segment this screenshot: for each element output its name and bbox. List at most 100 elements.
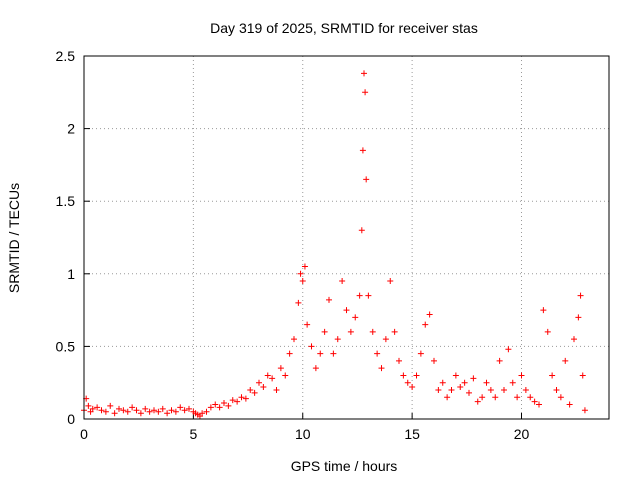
data-points xyxy=(81,70,588,420)
data-point xyxy=(505,346,512,353)
data-point xyxy=(282,372,289,379)
data-point xyxy=(177,404,184,411)
data-point xyxy=(544,328,551,335)
data-point xyxy=(116,405,122,412)
data-point xyxy=(264,372,271,379)
data-point xyxy=(124,408,131,415)
data-point xyxy=(297,270,304,277)
data-point xyxy=(137,410,144,417)
data-point xyxy=(575,314,582,321)
data-point xyxy=(321,328,328,335)
x-tick-label: 0 xyxy=(80,426,88,442)
data-point xyxy=(203,408,210,415)
data-point xyxy=(435,386,442,393)
data-point xyxy=(146,408,153,415)
data-point xyxy=(181,407,188,414)
data-point xyxy=(358,227,365,234)
data-point xyxy=(172,408,179,415)
data-point xyxy=(466,389,472,396)
y-tick-label: 1.5 xyxy=(56,193,76,209)
x-axis-label: GPS time / hours xyxy=(291,458,398,474)
data-point xyxy=(422,321,429,328)
y-axis-label: SRMTID / TECUs xyxy=(6,183,22,293)
data-point xyxy=(102,408,109,415)
data-point xyxy=(251,389,258,396)
data-point xyxy=(304,321,311,328)
x-tick-label: 10 xyxy=(295,426,311,442)
y-tick-label: 0.5 xyxy=(56,338,76,354)
y-tick-label: 2.5 xyxy=(56,48,76,64)
data-point xyxy=(151,407,157,414)
data-point xyxy=(579,372,586,379)
data-point xyxy=(522,386,529,393)
data-point xyxy=(509,379,516,386)
data-point xyxy=(207,404,214,411)
data-point xyxy=(553,386,560,393)
data-point xyxy=(273,386,280,393)
data-point xyxy=(527,394,534,401)
data-point xyxy=(247,386,254,393)
data-point xyxy=(474,398,481,405)
x-tick-label: 20 xyxy=(514,426,530,442)
data-point xyxy=(444,394,451,401)
data-point xyxy=(308,343,315,350)
data-point xyxy=(531,398,538,405)
data-point xyxy=(562,357,569,364)
data-point xyxy=(452,372,459,379)
data-point xyxy=(89,405,96,412)
data-point xyxy=(404,379,411,386)
data-point xyxy=(347,328,354,335)
data-point xyxy=(501,386,507,393)
data-point xyxy=(291,336,297,343)
data-point xyxy=(256,379,262,386)
data-point xyxy=(212,401,219,408)
data-point xyxy=(362,89,369,96)
data-point xyxy=(470,375,477,382)
data-point xyxy=(391,328,398,335)
data-point xyxy=(317,350,324,357)
data-point xyxy=(363,176,370,183)
y-tick-label: 2 xyxy=(67,121,75,137)
data-point xyxy=(409,384,416,391)
data-point xyxy=(260,384,267,391)
data-point xyxy=(431,357,437,364)
data-point xyxy=(417,350,424,357)
data-point xyxy=(514,394,521,401)
data-point xyxy=(120,407,127,414)
data-point xyxy=(396,357,402,364)
data-point xyxy=(483,379,490,386)
data-point xyxy=(164,410,171,417)
data-point xyxy=(479,394,486,401)
data-point xyxy=(133,407,140,414)
data-point xyxy=(98,407,105,414)
data-point xyxy=(312,365,319,372)
data-point xyxy=(225,402,232,409)
data-point xyxy=(365,292,372,299)
data-point xyxy=(400,372,407,379)
data-point xyxy=(343,307,350,314)
data-point xyxy=(295,299,302,306)
data-point xyxy=(238,394,245,401)
chart-title: Day 319 of 2025, SRMTID for receiver sta… xyxy=(210,20,478,36)
data-point xyxy=(387,278,394,285)
data-point xyxy=(557,394,564,401)
data-point xyxy=(496,357,503,364)
data-point xyxy=(229,397,236,404)
data-point xyxy=(326,296,332,303)
data-point xyxy=(339,278,346,285)
plot-frame xyxy=(83,55,610,420)
data-point xyxy=(461,379,468,386)
data-point xyxy=(382,336,389,343)
data-point xyxy=(186,405,192,412)
data-point xyxy=(155,408,162,415)
data-point xyxy=(199,410,206,417)
data-point xyxy=(359,147,366,154)
data-point xyxy=(549,372,556,379)
data-point xyxy=(369,328,376,335)
data-point xyxy=(581,407,588,414)
data-point xyxy=(577,292,584,299)
data-point xyxy=(487,386,494,393)
data-point xyxy=(330,350,337,357)
data-point xyxy=(111,410,118,417)
